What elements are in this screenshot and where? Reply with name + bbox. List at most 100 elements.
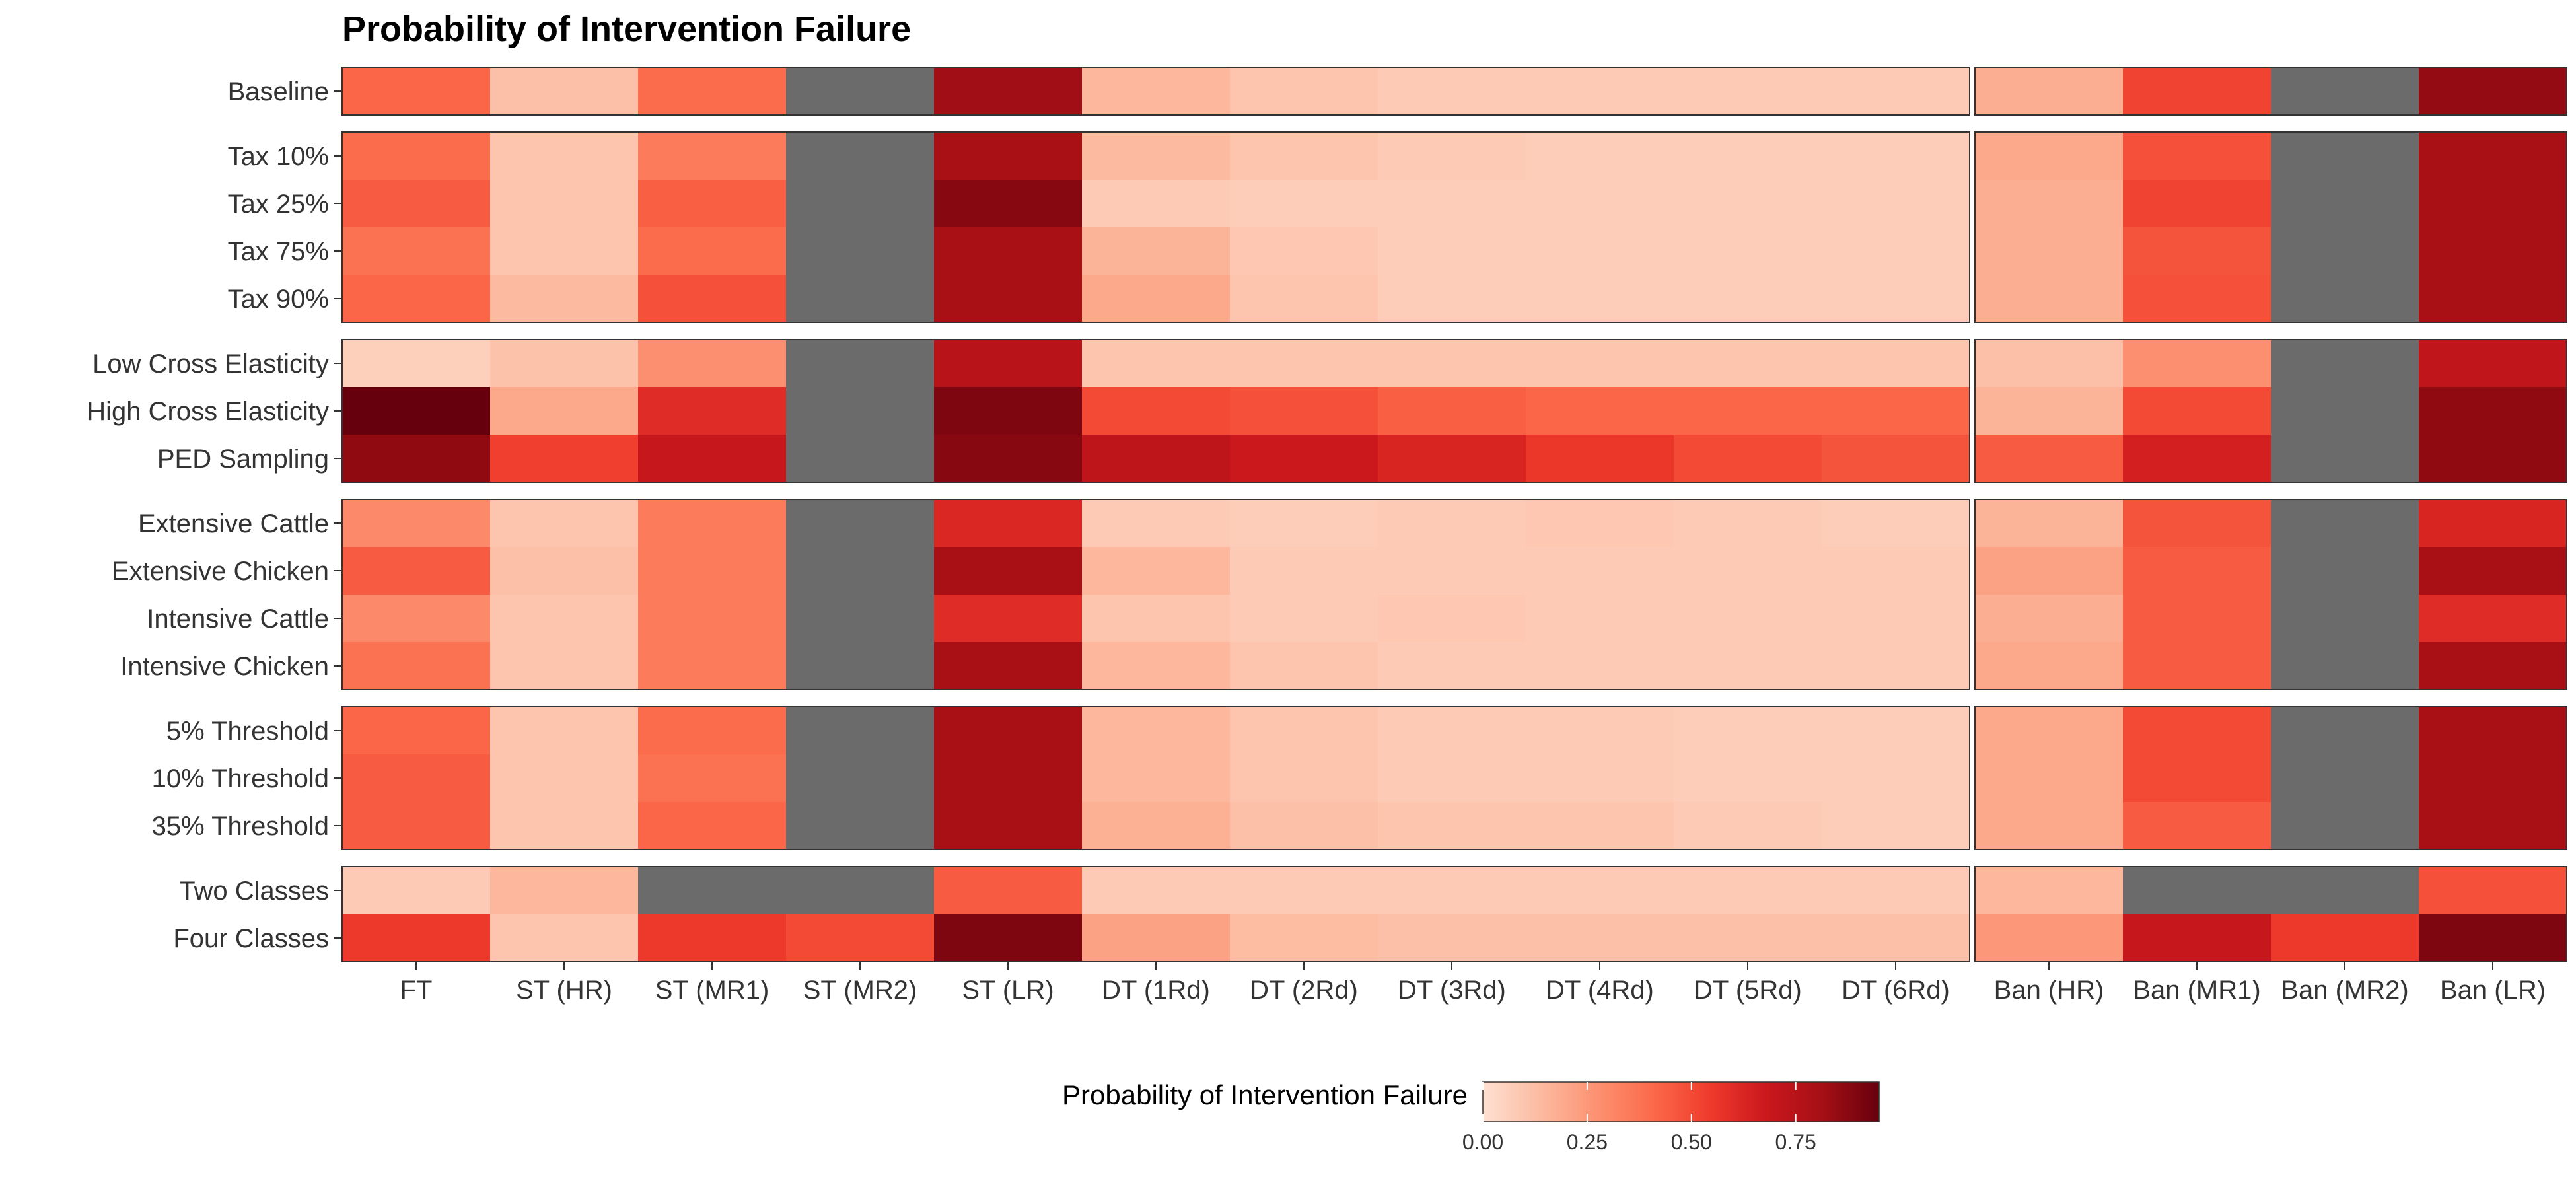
heatmap-cell <box>1674 594 1822 643</box>
heatmap-cell <box>1674 387 1822 435</box>
heatmap-cell <box>1674 180 1822 228</box>
panel-border <box>1974 67 2567 116</box>
heatmap-cell <box>2123 802 2272 850</box>
panel-border <box>1974 131 2567 323</box>
heatmap-cell <box>1378 340 1526 388</box>
heatmap-cell <box>1082 387 1231 435</box>
panel-border <box>341 499 1970 690</box>
heatmap-cell <box>490 642 639 690</box>
heatmap-cell <box>1378 180 1526 228</box>
heatmap-cell <box>2123 227 2272 275</box>
heatmap-cell <box>1378 642 1526 690</box>
heatmap-cell <box>934 67 1083 116</box>
legend-tick-label: 0.50 <box>1671 1130 1712 1154</box>
heatmap-cell <box>342 867 491 915</box>
heatmap-cell <box>934 132 1083 180</box>
heatmap-cell <box>1822 914 1970 962</box>
heatmap-cell <box>1975 867 2124 915</box>
heatmap-cell <box>786 914 935 962</box>
color-legend: Probability of Intervention Failure 0.00… <box>1062 1079 1880 1154</box>
heatmap-cell <box>638 707 787 755</box>
heatmap-cell <box>1378 67 1526 116</box>
heatmap-cell <box>638 132 787 180</box>
heatmap-cell <box>2123 275 2272 323</box>
heatmap-cell <box>1822 435 1970 483</box>
heatmap-cell <box>490 275 639 323</box>
heatmap-cell <box>1975 499 2124 548</box>
heatmap-cell <box>1526 914 1674 962</box>
heatmap-cell <box>342 754 491 803</box>
heatmap-cell <box>1674 275 1822 323</box>
heatmap-cell <box>1822 867 1970 915</box>
heatmap-cell <box>786 180 935 228</box>
column-label: ST (LR) <box>962 976 1054 1005</box>
heatmap-cell <box>786 275 935 323</box>
heatmap-cell <box>2123 67 2272 116</box>
heatmap-cell <box>1230 180 1378 228</box>
heatmap-cell <box>934 707 1083 755</box>
column-label: Ban (LR) <box>2440 976 2546 1005</box>
heatmap-cell <box>1526 707 1674 755</box>
heatmap-cell <box>786 499 935 548</box>
row-label: Low Cross Elasticity <box>92 349 329 378</box>
heatmap-cell <box>934 754 1083 803</box>
heatmap-cell <box>638 914 787 962</box>
heatmap-cell <box>1674 67 1822 116</box>
legend-color-bar <box>1482 1081 1880 1122</box>
row-label: Tax 75% <box>228 237 329 266</box>
heatmap-cell <box>2271 67 2419 116</box>
heatmap-cell <box>2419 435 2567 483</box>
row-label: PED Sampling <box>157 445 329 474</box>
heatmap-cell <box>1230 227 1378 275</box>
heatmap-cell <box>1674 227 1822 275</box>
heatmap-cell <box>342 340 491 388</box>
row-label: 5% Threshold <box>166 717 329 746</box>
heatmap-cell <box>490 499 639 548</box>
heatmap-cell <box>2271 340 2419 388</box>
heatmap-cell <box>1674 435 1822 483</box>
heatmap-cell <box>1822 275 1970 323</box>
heatmap-cell <box>2123 707 2272 755</box>
heatmap-cell <box>934 435 1083 483</box>
heatmap-cell <box>1378 802 1526 850</box>
heatmap-cell <box>2419 340 2567 388</box>
heatmap-cell <box>1822 67 1970 116</box>
heatmap-cell <box>934 547 1083 595</box>
heatmap-cell <box>2271 227 2419 275</box>
heatmap-cell <box>342 227 491 275</box>
heatmap-cell <box>786 340 935 388</box>
heatmap-cell <box>2123 387 2272 435</box>
heatmap-cell <box>1230 132 1378 180</box>
heatmap-cell <box>1674 707 1822 755</box>
heatmap-cell <box>1378 132 1526 180</box>
heatmap-cell <box>1822 227 1970 275</box>
heatmap-cell <box>2419 227 2567 275</box>
heatmap-cell <box>786 867 935 915</box>
heatmap-cell <box>1230 707 1378 755</box>
heatmap-cell <box>638 435 787 483</box>
heatmap-cell <box>1975 387 2124 435</box>
heatmap-cell <box>1082 499 1231 548</box>
panel-border <box>1974 706 2567 850</box>
heatmap-cell <box>342 914 491 962</box>
heatmap-cell <box>2271 275 2419 323</box>
heatmap-cell <box>1822 180 1970 228</box>
chart-title: Probability of Intervention Failure <box>342 9 911 49</box>
heatmap-cell <box>490 707 639 755</box>
heatmap-cell <box>786 435 935 483</box>
heatmap-cell <box>1822 547 1970 595</box>
heatmap-cell <box>638 340 787 388</box>
heatmap-cell <box>1082 867 1231 915</box>
heatmap-cell <box>342 435 491 483</box>
row-label: Tax 25% <box>228 190 329 219</box>
heatmap-cell <box>638 802 787 850</box>
heatmap-cell <box>2123 642 2272 690</box>
heatmap-cell <box>1082 340 1231 388</box>
panel-border <box>1974 866 2567 962</box>
heatmap-cell <box>342 707 491 755</box>
row-label: 10% Threshold <box>152 764 329 793</box>
heatmap-cell <box>490 754 639 803</box>
heatmap-cell <box>934 802 1083 850</box>
heatmap-cell <box>1230 642 1378 690</box>
heatmap-cell <box>2271 387 2419 435</box>
